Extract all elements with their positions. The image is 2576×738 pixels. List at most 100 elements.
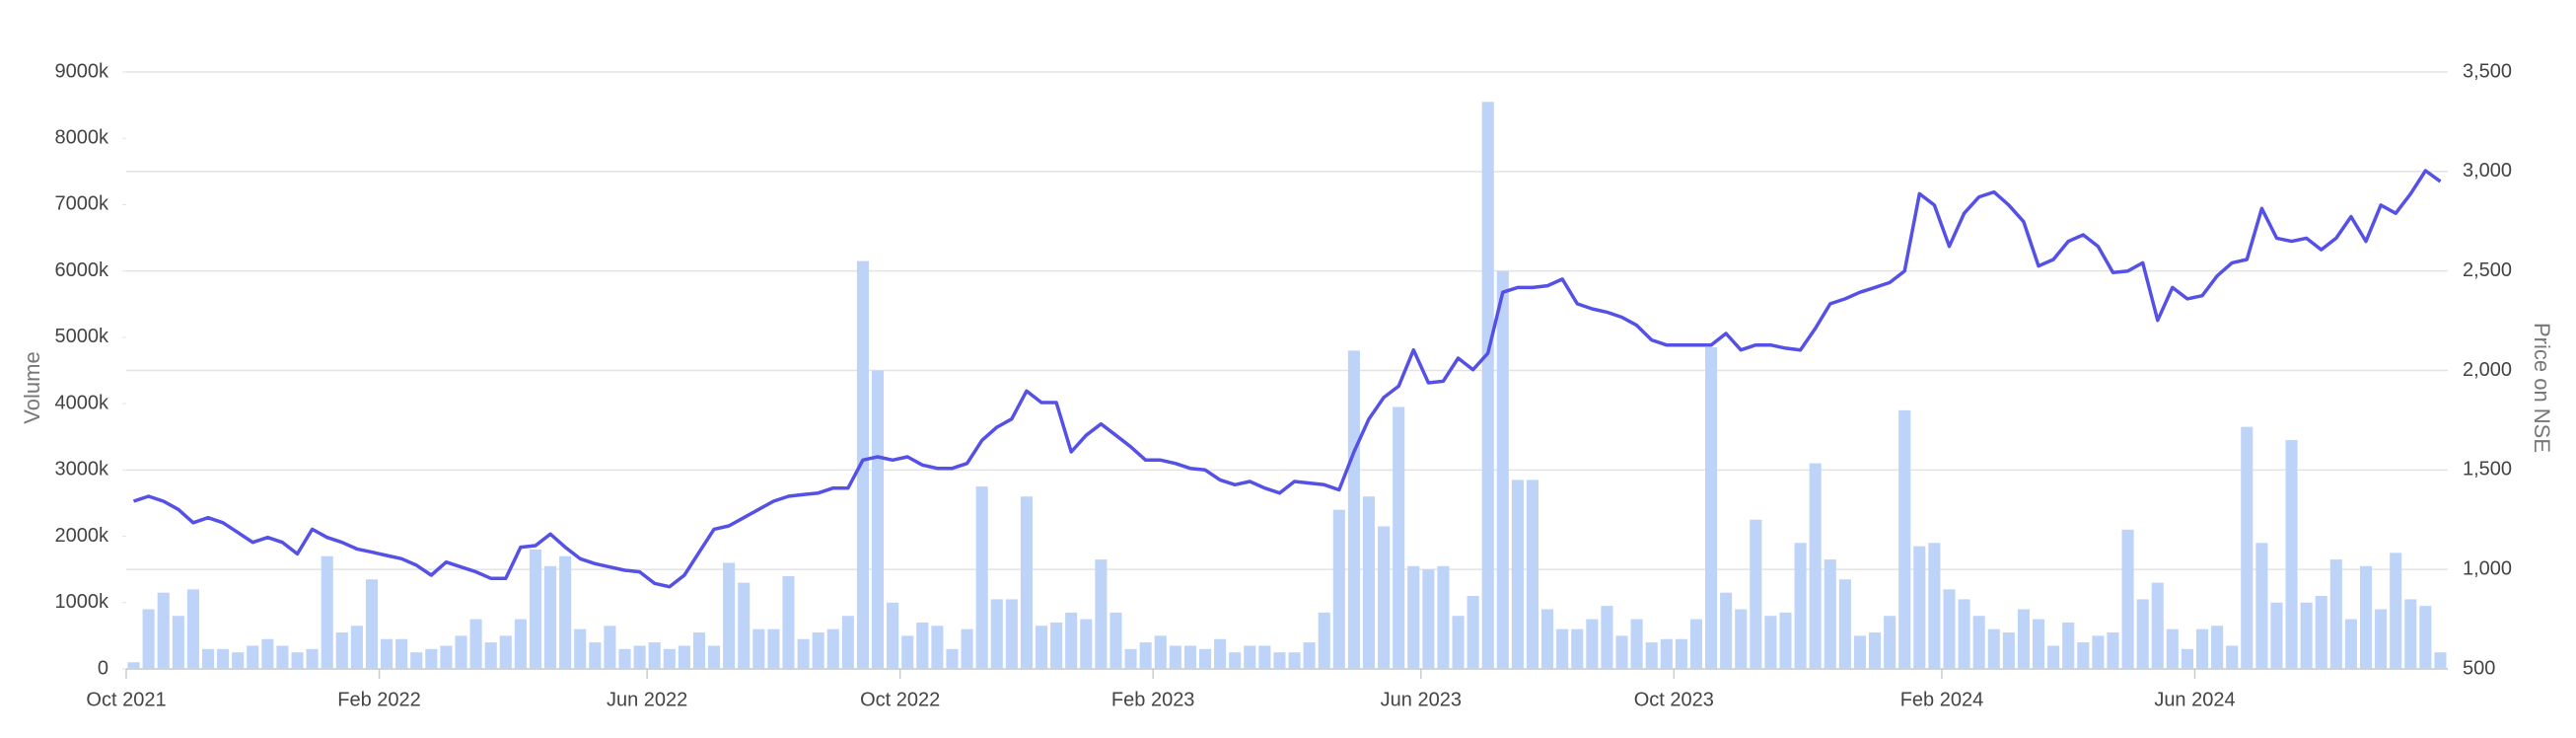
volume-bar [1675, 638, 1687, 669]
volume-bar [127, 662, 140, 669]
volume-bar [1288, 652, 1301, 669]
volume-bar [1452, 616, 1465, 669]
volume-bar [1943, 589, 1956, 669]
volume-bar [1630, 619, 1643, 669]
volume-bar [365, 579, 379, 669]
volume-bar [1750, 519, 1762, 669]
volume-bar [1958, 599, 1970, 669]
volume-bar [663, 648, 676, 669]
volume-bar [142, 609, 155, 669]
volume-bar [1095, 559, 1108, 669]
volume-bar [1556, 628, 1569, 669]
volume-bar [2062, 622, 2075, 669]
y-tick-label: 8000k [55, 127, 109, 149]
volume-bar [335, 632, 348, 669]
y-axis-title: Volume [20, 351, 44, 423]
volume-bar [499, 635, 512, 669]
y2-axis-title: Price on NSE [2530, 323, 2554, 453]
volume-bar [931, 626, 944, 669]
volume-bar [767, 628, 780, 669]
volume-bar [2032, 619, 2045, 669]
volume-bar [692, 632, 705, 669]
volume-bar [618, 648, 631, 669]
y-tick-label: 1000k [55, 591, 109, 613]
x-tick-label: Jun 2023 [1381, 689, 1462, 710]
x-tick-label: Jun 2024 [2154, 689, 2235, 710]
volume-bar [841, 616, 854, 669]
volume-bar [723, 562, 736, 669]
volume-bar [2375, 609, 2388, 669]
volume-bar [1511, 480, 1524, 669]
volume-bar [752, 628, 765, 669]
volume-bar [410, 652, 423, 669]
volume-bar [1393, 406, 1405, 669]
volume-bar [1838, 579, 1851, 669]
y-tick-label: 0 [98, 657, 108, 679]
volume-bar [1303, 642, 1316, 669]
volume-bar [1526, 480, 1539, 669]
volume-bar [1139, 642, 1152, 669]
y2-tick-label: 3,000 [2463, 160, 2512, 182]
volume-bar [2270, 602, 2283, 669]
volume-bar [1065, 612, 1078, 669]
y2-tick-label: 3,500 [2463, 60, 2512, 82]
volume-bar [186, 589, 199, 669]
volume-bar [217, 648, 230, 669]
volume-bar [901, 635, 914, 669]
volume-bar [1437, 565, 1450, 669]
volume-bar [2285, 440, 2298, 669]
volume-bar [1735, 609, 1748, 669]
volume-bar [2390, 553, 2402, 669]
volume-bar [856, 260, 869, 669]
volume-bar [484, 642, 497, 669]
volume-bar [440, 645, 453, 669]
volume-bar [2002, 632, 2015, 669]
volume-bar [2166, 628, 2179, 669]
volume-bar [350, 626, 363, 669]
volume-bar [2092, 635, 2105, 669]
volume-bar [1779, 612, 1792, 669]
volume-bar [172, 616, 184, 669]
volume-bar [1229, 652, 1242, 669]
volume-bar [2329, 559, 2342, 669]
volume-bar [782, 575, 795, 669]
volume-bar [1705, 346, 1718, 669]
volume-bar [1154, 635, 1167, 669]
volume-bar [2077, 642, 2090, 669]
volume-bar [157, 592, 170, 669]
volume-bar [1660, 638, 1673, 669]
y2-tick-label: 500 [2463, 657, 2495, 679]
volume-bar [2359, 565, 2373, 669]
volume-bar [648, 642, 661, 669]
volume-bar [1080, 619, 1093, 669]
volume-bar [2315, 596, 2327, 669]
volume-bar [1050, 622, 1063, 669]
volume-bar [1586, 619, 1599, 669]
y-tick-label: 3000k [55, 459, 109, 480]
volume-bar [2151, 582, 2164, 669]
volume-bar [2136, 599, 2149, 669]
volume-bar [1601, 606, 1613, 669]
volume-bar [2121, 529, 2134, 669]
volume-bar [1913, 546, 1926, 669]
volume-bar [1378, 526, 1391, 669]
volume-bar [1571, 628, 1584, 669]
volume-bar [276, 645, 289, 669]
y-tick-label: 2000k [55, 525, 109, 547]
volume-bar [1005, 599, 1018, 669]
volume-bar [1362, 496, 1376, 669]
volume-bar [2344, 619, 2357, 669]
x-tick-label: Oct 2021 [86, 689, 166, 710]
volume-bar [2047, 645, 2060, 669]
volume-bar [1020, 496, 1033, 669]
volume-bar [291, 652, 304, 669]
x-tick-label: Oct 2022 [860, 689, 940, 710]
volume-bar [633, 645, 646, 669]
volume-bar [321, 555, 333, 669]
volume-bar [2017, 609, 2030, 669]
volume-bar [916, 622, 929, 669]
volume-bar [826, 628, 839, 669]
volume-bar [2255, 543, 2268, 669]
y-tick-label: 4000k [55, 392, 109, 413]
